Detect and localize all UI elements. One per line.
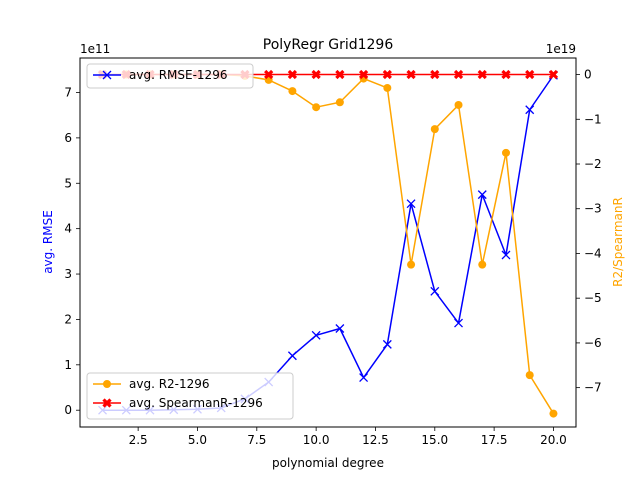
y-axis-label-left: avg. RMSE (41, 210, 55, 274)
legend-swatch-marker (102, 398, 112, 408)
legend-swatch-marker (102, 70, 112, 80)
data-point-0-17 (501, 250, 511, 260)
data-point-2-18 (525, 69, 535, 80)
legend-label: avg. SpearmanR-1296 (129, 396, 263, 410)
series-line-1 (102, 73, 555, 414)
data-point-0-10 (335, 324, 345, 333)
plot-frame (79, 57, 577, 428)
legend-swatch-marker (103, 380, 111, 388)
series-line-0 (102, 74, 555, 411)
data-point-2-19 (548, 69, 559, 80)
data-point-2-11 (358, 69, 369, 80)
data-point-1-12 (383, 83, 392, 92)
y-axis-label-right: R2/SpearmanR (611, 197, 625, 287)
right-tick-label-6: −6 (584, 336, 602, 350)
x-tick-label-2: 7.5 (247, 433, 266, 447)
chart-title: PolyRegr Grid1296 (263, 37, 394, 53)
x-tick-label-1: 5.0 (188, 433, 207, 447)
right-offset-text: 1e19 (546, 42, 576, 56)
data-point-1-18 (525, 371, 534, 380)
x-tick-label-6: 17.5 (481, 433, 508, 447)
data-point-1-19 (549, 409, 558, 418)
x-tick-label-4: 12.5 (362, 433, 389, 447)
left-tick-label-3: 3 (64, 267, 72, 281)
data-point-2-12 (382, 69, 392, 80)
data-point-2-9 (311, 69, 321, 80)
legend-legend_lower: avg. R2-1296 avg. SpearmanR-1296 (86, 372, 294, 420)
data-point-2-17 (501, 69, 511, 80)
data-point-2-8 (287, 69, 298, 80)
data-point-2-13 (406, 69, 416, 80)
right-tick-label-0: 0 (584, 68, 592, 82)
left-tick-label-0: 0 (64, 403, 72, 417)
legend-box (86, 372, 294, 420)
data-point-0-18 (525, 105, 535, 115)
data-point-0-15 (454, 318, 463, 328)
x-tick-label-5: 15.0 (421, 433, 448, 447)
data-point-0-8 (287, 351, 297, 361)
right-tick-label-3: −3 (584, 202, 602, 216)
data-point-0-16 (477, 190, 487, 200)
right-tick-label-2: −2 (584, 157, 602, 171)
data-point-0-12 (382, 339, 392, 349)
x-tick-label-7: 20.0 (540, 433, 567, 447)
data-point-2-15 (453, 69, 464, 80)
left-tick-label-6: 6 (64, 131, 72, 145)
right-tick-label-1: −1 (584, 112, 602, 126)
data-point-2-10 (335, 69, 345, 80)
data-point-1-9 (312, 103, 321, 112)
legend-label: avg. RMSE-1296 (129, 68, 227, 82)
data-point-0-14 (430, 286, 440, 296)
x-tick-label-0: 2.5 (129, 433, 148, 447)
right-tick-label-4: −4 (584, 246, 602, 260)
data-point-1-13 (407, 260, 416, 269)
data-point-1-8 (288, 87, 297, 96)
left-tick-label-2: 2 (64, 312, 72, 326)
data-point-1-14 (430, 125, 439, 134)
x-axis-label: polynomial degree (272, 456, 384, 470)
left-tick-label-4: 4 (64, 222, 72, 236)
legend-legend_upper: avg. RMSE-1296 (86, 63, 254, 89)
x-tick-label-3: 10.0 (303, 433, 330, 447)
right-tick-label-5: −5 (584, 291, 602, 305)
left-tick-label-1: 1 (64, 358, 72, 372)
data-point-0-11 (359, 373, 369, 382)
data-point-0-9 (311, 330, 321, 340)
data-point-0-13 (406, 199, 416, 209)
data-point-1-15 (454, 100, 463, 109)
data-point-1-10 (335, 98, 344, 107)
data-point-2-14 (430, 69, 440, 80)
data-point-1-16 (478, 260, 487, 269)
data-point-1-17 (501, 148, 510, 157)
left-tick-label-5: 5 (64, 176, 72, 190)
right-tick-label-7: −7 (584, 381, 602, 395)
left-tick-label-7: 7 (64, 85, 72, 99)
legend-label: avg. R2-1296 (129, 377, 210, 391)
data-point-2-16 (477, 69, 487, 80)
legend-box (86, 63, 254, 89)
left-offset-text: 1e11 (80, 42, 110, 56)
data-point-2-7 (264, 69, 274, 80)
